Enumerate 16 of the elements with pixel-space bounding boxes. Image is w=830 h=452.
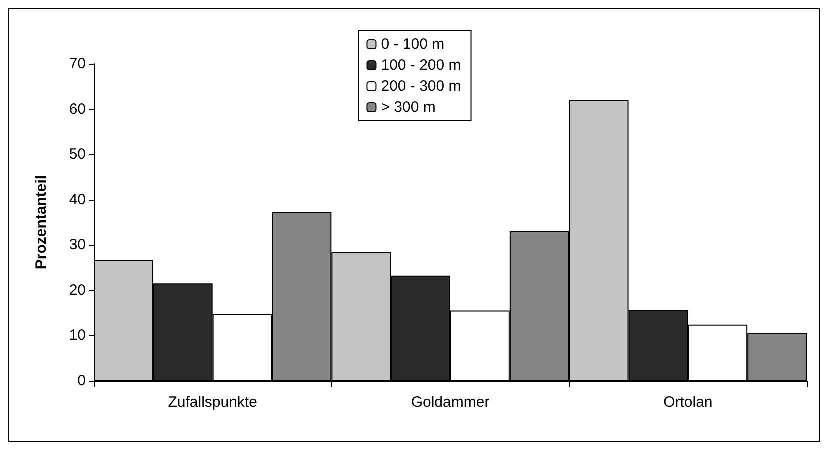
x-tick-label: Ortolan: [664, 394, 713, 411]
y-axis-title: Prozentanteil: [33, 175, 50, 270]
legend-label: 200 - 300 m: [381, 78, 462, 95]
legend-label: > 300 m: [381, 99, 436, 116]
y-tick-label: 20: [69, 282, 86, 299]
y-tick-label: 40: [69, 191, 86, 208]
x-tick-label: Zufallspunkte: [168, 394, 258, 411]
y-tick-label: 10: [69, 327, 86, 344]
y-tick-label: 70: [69, 56, 86, 72]
y-tick-label: 0: [78, 372, 86, 390]
y-tick-label: 30: [69, 236, 86, 254]
y-tick-label: 50: [69, 146, 86, 164]
x-tick-label: Goldammer: [411, 394, 490, 411]
legend-label: 0 - 100 m: [381, 36, 445, 53]
y-tick-label: 60: [69, 100, 86, 118]
legend-label: 100 - 200 m: [381, 57, 462, 74]
